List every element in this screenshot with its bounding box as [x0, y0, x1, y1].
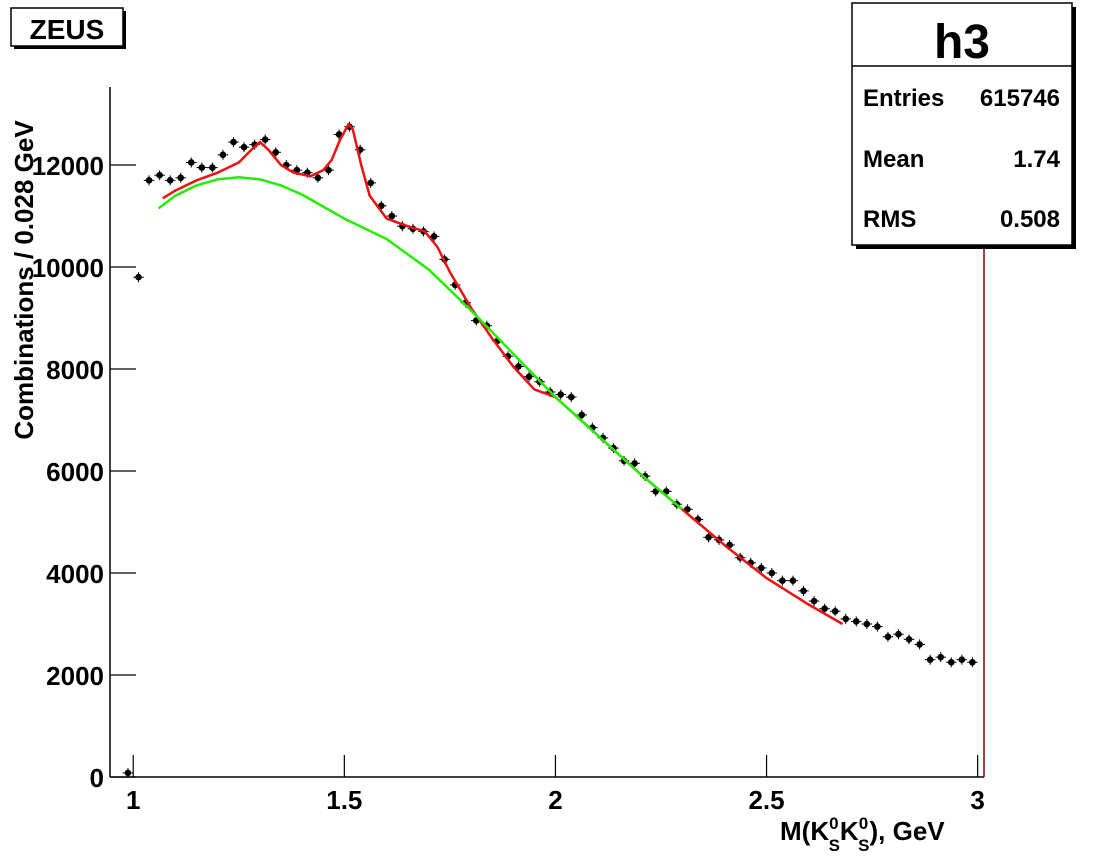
x-tick-label: 2.5 [748, 785, 784, 815]
data-point [430, 233, 438, 240]
data-point [515, 363, 522, 370]
y-tick-label: 0 [90, 763, 104, 793]
data-point [631, 460, 638, 467]
plot-area: 1 1.5 2 2.5 3 0 2000 4000 6000 8000 10000 12000 [32, 87, 985, 815]
data-point [895, 630, 902, 638]
stats-value: 1.74 [1013, 146, 1060, 173]
stats-label: Mean [863, 146, 924, 173]
data-point [388, 212, 396, 220]
data-point [557, 391, 565, 398]
x-axis-title-part: M(K [780, 816, 829, 846]
data-point [757, 564, 765, 572]
data-point [156, 171, 163, 179]
fit-curve [157, 176, 683, 511]
data-point [926, 656, 934, 664]
y-tick-label: 6000 [46, 457, 104, 487]
x-tick-label: 2 [548, 785, 562, 815]
x-axis-title-part: 0 [829, 814, 838, 833]
data-point [219, 151, 227, 159]
data-point [916, 641, 923, 648]
stats-box: h3 Entries 615746 Mean 1.74 RMS 0.508 [851, 2, 1076, 249]
data-point [240, 143, 248, 151]
stats-title: h3 [934, 16, 990, 69]
x-axis-title-part: 0 [859, 814, 868, 833]
experiment-label: ZEUS [30, 14, 105, 45]
x-axis-title-part: ), GeV [870, 816, 946, 846]
data-point [947, 658, 955, 666]
x-tick-label: 1.5 [326, 785, 362, 815]
data-point [789, 577, 797, 584]
data-point [567, 393, 575, 401]
data-point [937, 653, 945, 661]
data-point [831, 607, 839, 615]
data-point [905, 636, 913, 643]
data-point [863, 620, 871, 628]
x-axis-title-part: S [858, 836, 869, 855]
y-tick-label: 10000 [32, 253, 104, 283]
label-box [10, 7, 124, 47]
data-point [124, 769, 132, 777]
stats-value: 615746 [980, 85, 1060, 112]
x-tick-label: 3 [970, 785, 984, 815]
data-point [800, 587, 807, 595]
data-point [314, 174, 322, 182]
x-axis-title-part: S [829, 836, 840, 855]
data-point [525, 373, 533, 380]
x-axis-title: M(K0 SK0 S), GeV [780, 814, 945, 855]
data-point [177, 174, 185, 182]
y-tick-label: 8000 [46, 355, 104, 385]
stats-value: 0.508 [1000, 206, 1060, 233]
data-point [578, 411, 586, 419]
y-tick-label: 2000 [46, 661, 104, 691]
data-point [852, 618, 860, 625]
data-point [145, 177, 153, 184]
y-axis-title: Combinations / 0.028 GeV [9, 120, 39, 440]
data-point [367, 179, 375, 187]
y-tick-label: 4000 [46, 559, 104, 589]
y-tick-label: 12000 [32, 151, 104, 181]
data-point [768, 569, 776, 577]
data-point [874, 623, 881, 630]
data-point [779, 577, 786, 584]
x-axis-title-part: K [840, 816, 859, 846]
data-point [187, 159, 195, 166]
data-point [325, 166, 332, 174]
stats-label: RMS [863, 206, 916, 233]
data-point [958, 656, 966, 664]
data-point [884, 633, 892, 641]
data-point [230, 138, 237, 146]
stats-label: Entries [863, 85, 944, 112]
x-tick-label: 1 [126, 785, 140, 815]
data-point [821, 605, 828, 613]
data-point [842, 615, 850, 623]
data-point [705, 534, 712, 541]
stats-frame [851, 2, 1073, 246]
data-point [198, 164, 206, 171]
data-point [261, 136, 269, 143]
data-point [272, 148, 280, 156]
data-point [209, 164, 216, 171]
data-point [135, 273, 142, 281]
data-point [166, 177, 174, 184]
data-point [810, 597, 818, 605]
data-point [969, 658, 976, 666]
